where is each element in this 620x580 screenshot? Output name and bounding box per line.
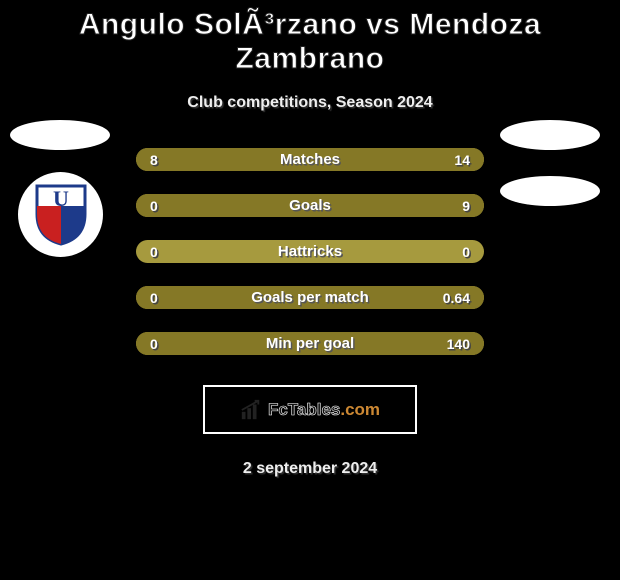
stat-label: Goals [136, 197, 484, 214]
page-title: Angulo SolÃ³rzano vs Mendoza Zambrano [0, 0, 620, 76]
stat-value-right: 0.64 [443, 290, 470, 306]
bar-chart-icon [240, 399, 262, 421]
stat-label: Hattricks [136, 243, 484, 260]
stat-row: 0Hattricks0 [136, 240, 484, 263]
svg-text:U: U [53, 186, 69, 211]
shield-icon: U [35, 184, 87, 246]
stat-label: Matches [136, 151, 484, 168]
date-label: 2 september 2024 [0, 460, 620, 478]
club-logo-left: U [18, 172, 103, 257]
left-avatars: U [10, 120, 110, 257]
stat-value-right: 0 [462, 244, 470, 260]
brand-text-suffix: .com [340, 400, 380, 419]
player-avatar-placeholder [500, 120, 600, 150]
page-subtitle: Club competitions, Season 2024 [0, 94, 620, 112]
brand-text: FcTables.com [268, 400, 380, 420]
stat-value-right: 9 [462, 198, 470, 214]
player-avatar-placeholder [10, 120, 110, 150]
club-avatar-placeholder [500, 176, 600, 206]
brand-text-main: FcTables [268, 400, 340, 419]
stat-label: Goals per match [136, 289, 484, 306]
stat-row: 8Matches14 [136, 148, 484, 171]
stat-row: 0Goals per match0.64 [136, 286, 484, 309]
right-avatars [500, 120, 600, 206]
stat-row: 0Goals9 [136, 194, 484, 217]
brand-box: FcTables.com [203, 385, 417, 434]
stat-value-right: 14 [454, 152, 470, 168]
stat-label: Min per goal [136, 335, 484, 352]
stat-value-right: 140 [447, 336, 470, 352]
stat-row: 0Min per goal140 [136, 332, 484, 355]
